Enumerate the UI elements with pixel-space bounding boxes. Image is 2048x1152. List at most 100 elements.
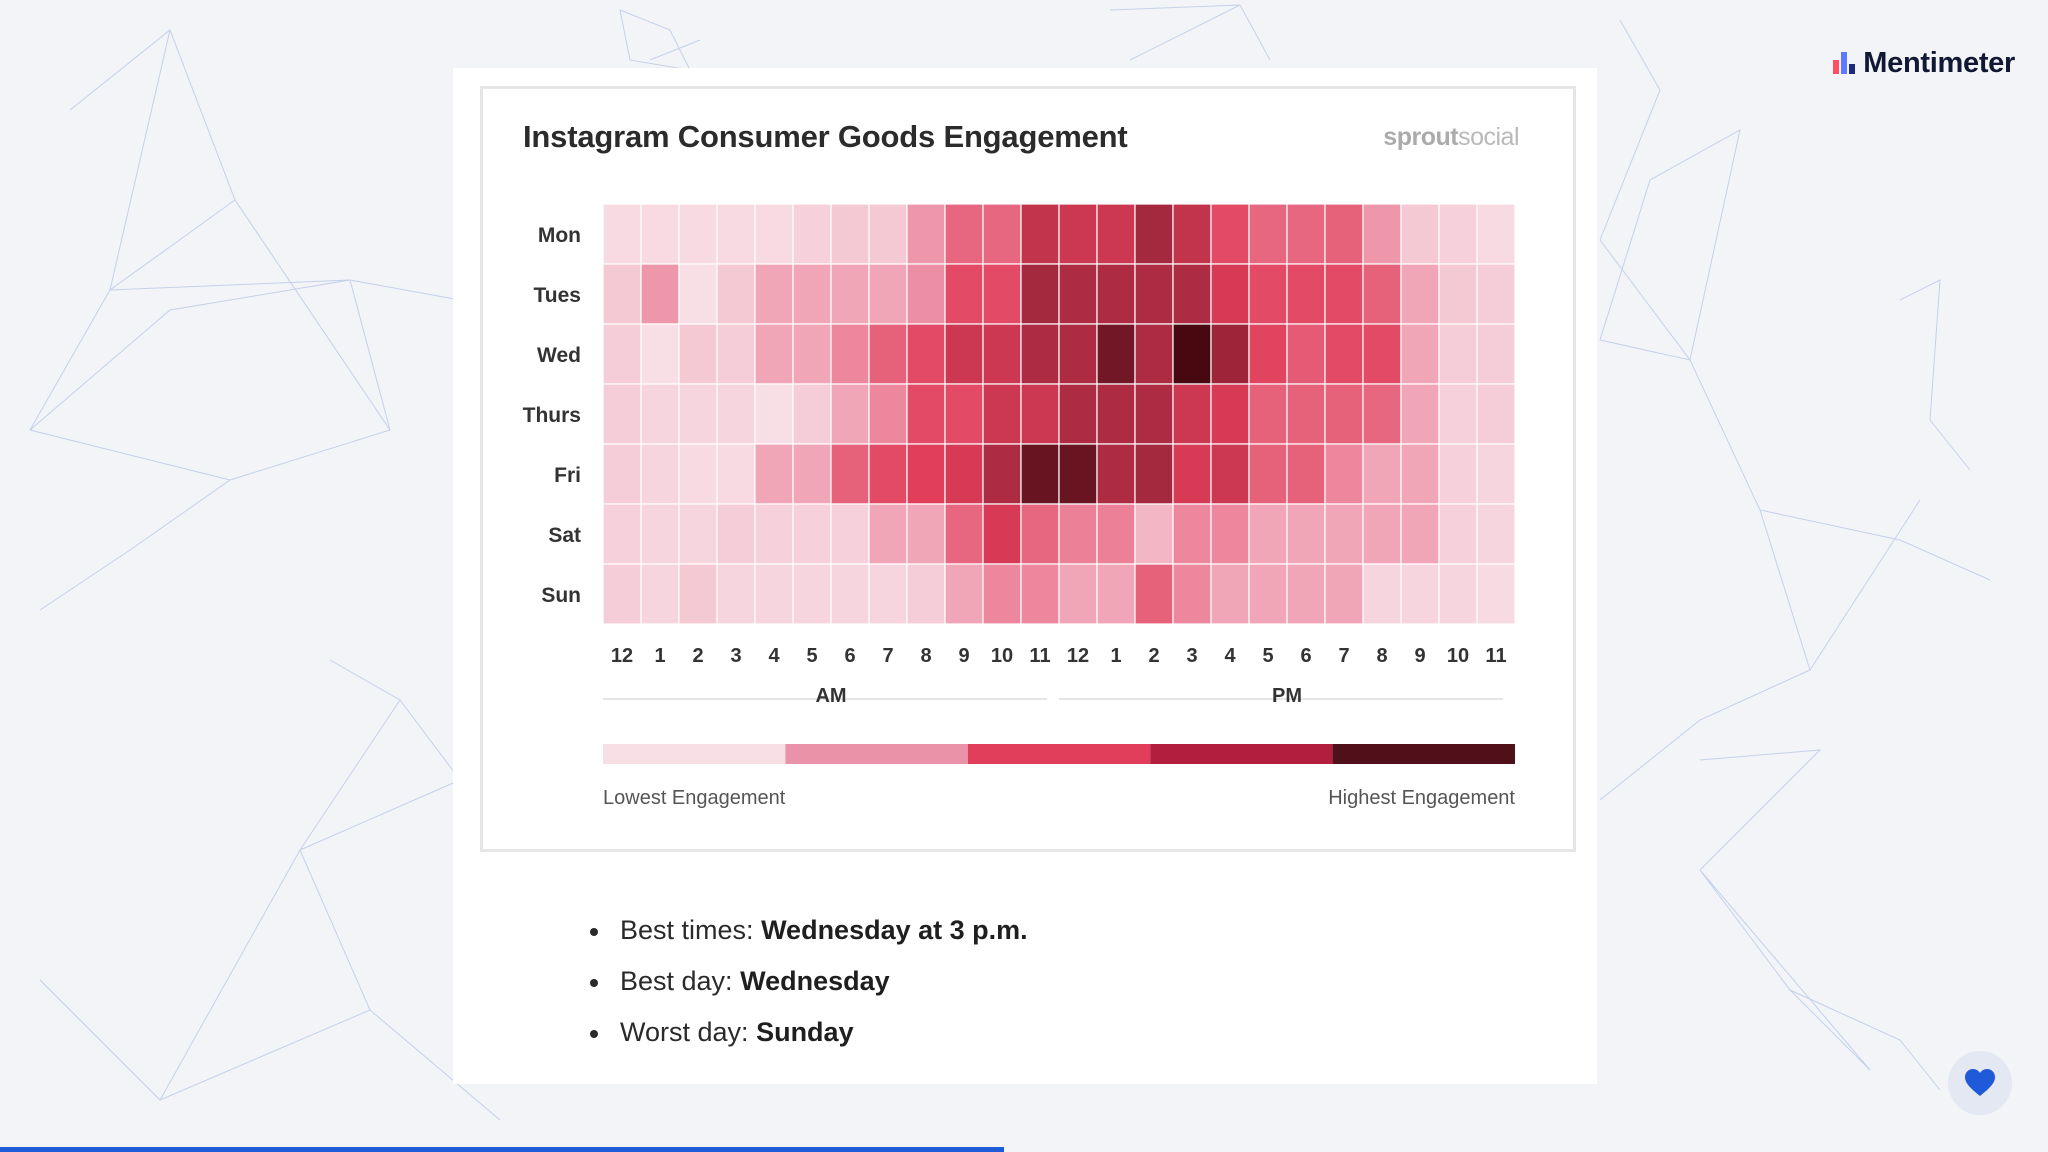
row-label: Sun — [541, 584, 581, 607]
heatmap-cell — [1286, 443, 1326, 505]
heatmap-cell — [868, 503, 908, 565]
heatmap-cell — [602, 443, 642, 505]
heatmap-cell — [906, 263, 946, 325]
column-label: 11 — [1485, 645, 1506, 667]
heatmap-cell — [982, 503, 1022, 565]
heatmap-cell — [1286, 563, 1326, 625]
heatmap-cell — [716, 503, 756, 565]
heatmap-cell — [1248, 203, 1288, 265]
heatmap-cell — [602, 263, 642, 325]
heatmap-cell — [1400, 203, 1440, 265]
heatmap-cell — [1096, 383, 1136, 445]
heatmap-cell — [1248, 323, 1288, 385]
scale-segment — [785, 744, 968, 764]
heatmap-cell — [678, 263, 718, 325]
heatmap-cell — [1210, 203, 1250, 265]
heatmap-cell — [1400, 563, 1440, 625]
heatmap-cell — [982, 263, 1022, 325]
heatmap-cell — [1210, 563, 1250, 625]
heatmap-cell — [868, 443, 908, 505]
heatmap-cell — [944, 563, 984, 625]
heatmap-cell — [1324, 323, 1364, 385]
column-label: 5 — [806, 645, 817, 667]
row-label: Fri — [554, 464, 581, 487]
heatmap-cell — [1286, 263, 1326, 325]
column-label: 12 — [611, 645, 633, 667]
heatmap-cell — [1362, 263, 1402, 325]
heatmap-cell — [792, 443, 832, 505]
brand-name: Mentimeter — [1863, 46, 2015, 79]
chart-title: Instagram Consumer Goods Engagement — [523, 119, 1128, 154]
heatmap-cell — [716, 443, 756, 505]
heatmap-cell — [944, 263, 984, 325]
heatmap-cell — [1172, 263, 1212, 325]
row-label: Thurs — [523, 404, 581, 427]
heatmap-cell — [982, 383, 1022, 445]
heatmap-cell — [1058, 263, 1098, 325]
heatmap-cell — [1096, 263, 1136, 325]
heatmap-cell — [1324, 563, 1364, 625]
scale-segment — [967, 744, 1151, 764]
heatmap-cell — [792, 503, 832, 565]
heatmap-cell — [1286, 203, 1326, 265]
heatmap-cell — [640, 383, 680, 445]
heatmap-cell — [1476, 503, 1516, 565]
heatmap-cell — [1400, 383, 1440, 445]
heatmap-cell — [1248, 563, 1288, 625]
heatmap-cell — [944, 443, 984, 505]
group-label: AM — [815, 685, 846, 707]
heatmap-cell — [1286, 383, 1326, 445]
column-label: 10 — [991, 645, 1013, 667]
heatmap-cell — [1096, 323, 1136, 385]
row-label: Tues — [534, 284, 581, 307]
summary-best-times: Best times: Wednesday at 3 p.m. — [585, 905, 1028, 956]
column-label: 9 — [958, 645, 969, 667]
group-label: PM — [1272, 685, 1302, 707]
heatmap-cell — [868, 323, 908, 385]
heatmap-cell — [1020, 203, 1060, 265]
scale-segment — [603, 744, 786, 764]
heatmap-cell — [640, 443, 680, 505]
heatmap-cell — [1058, 203, 1098, 265]
heatmap-cell — [1210, 503, 1250, 565]
column-label: 5 — [1262, 645, 1273, 667]
column-label: 4 — [768, 645, 780, 667]
heatmap-cell — [944, 383, 984, 445]
column-label: 8 — [1376, 645, 1387, 667]
column-label: 8 — [920, 645, 931, 667]
heatmap-cell — [830, 443, 870, 505]
column-label: 7 — [882, 645, 893, 667]
column-label: 2 — [692, 645, 703, 667]
heatmap-cell — [944, 503, 984, 565]
heatmap-cell — [602, 383, 642, 445]
heatmap-cell — [1134, 263, 1174, 325]
scale-segment — [1150, 744, 1333, 764]
heatmap-cell — [1134, 203, 1174, 265]
logo-word-light: social — [1458, 123, 1519, 151]
heatmap-cell — [1438, 563, 1478, 625]
heatmap-cell — [602, 203, 642, 265]
row-label: Sat — [548, 524, 581, 547]
column-label: 7 — [1338, 645, 1349, 667]
heatmap-cell — [1438, 203, 1478, 265]
heatmap-cell — [1324, 383, 1364, 445]
heatmap-cell — [868, 563, 908, 625]
row-label: Wed — [537, 344, 581, 367]
heatmap-cell — [678, 443, 718, 505]
heatmap-cell — [906, 383, 946, 445]
heatmap-cell — [1210, 323, 1250, 385]
heatmap-cell — [1324, 443, 1364, 505]
column-label: 6 — [1300, 645, 1311, 667]
heatmap-cell — [716, 203, 756, 265]
heatmap-cell — [1020, 383, 1060, 445]
heatmap-cell — [678, 323, 718, 385]
heatmap-cell — [906, 323, 946, 385]
heatmap-cell — [1134, 443, 1174, 505]
reaction-button[interactable] — [1948, 1051, 2012, 1115]
heatmap-cell — [754, 563, 794, 625]
heatmap-cell — [1324, 203, 1364, 265]
summary-worst-day: Worst day: Sunday — [585, 1007, 1028, 1058]
heatmap-cell — [1362, 383, 1402, 445]
column-label: 2 — [1148, 645, 1159, 667]
